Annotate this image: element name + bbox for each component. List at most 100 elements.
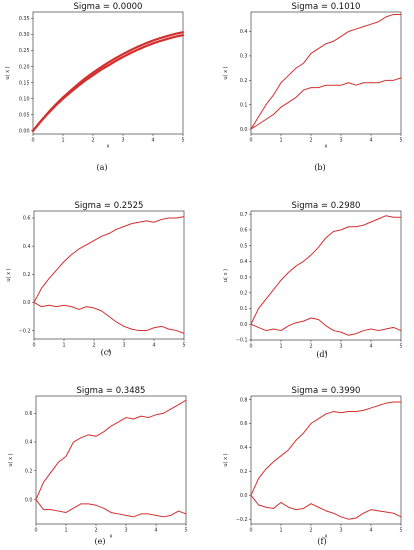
y-tick-label: 0.2	[240, 291, 248, 297]
chart-panel-d: Sigma = 0.2980 0 1 2 3 4 5 −0.1 0.0 0.1 0.2 0.3 0.4 0…	[207, 196, 414, 356]
x-tick-label: 2	[309, 528, 312, 534]
x-tick-label: 4	[151, 138, 154, 144]
y-tick-label: 0.15	[19, 80, 30, 86]
series-line-2	[35, 499, 187, 518]
y-axis-label: u( x )	[223, 66, 229, 79]
chart-title: Sigma = 0.1010	[292, 2, 361, 12]
x-tick-label: 0	[31, 138, 34, 144]
y-tick-label: 0.05	[19, 112, 30, 118]
y-tick-label: 0.4	[23, 244, 31, 250]
x-axis-label: x	[110, 534, 113, 540]
y-tick-label: 0.1	[240, 102, 248, 108]
x-tick-label: 0	[32, 343, 35, 349]
chart-a: Sigma = 0.0000 0 1 2 3 4 5 0.00 0.05 0.10 0.15 0.20…	[5, 2, 185, 150]
plot-frame	[33, 210, 185, 340]
caption-c: (c)	[100, 348, 112, 357]
series-line-1	[250, 13, 402, 130]
series-line-1	[250, 401, 402, 496]
y-tick-label: −0.2	[19, 328, 31, 334]
y-axis-label: u( x )	[223, 453, 229, 466]
y-tick-label: 0.2	[25, 468, 33, 474]
x-axis-label: x	[107, 144, 110, 150]
plot-frame	[250, 210, 402, 341]
y-tick-label: 0.5	[240, 243, 248, 249]
x-tick-label: 4	[152, 343, 155, 349]
plot-frame	[35, 395, 187, 525]
x-tick-label: 1	[279, 138, 282, 144]
y-tick-label: 0.0	[25, 497, 33, 503]
y-tick-label: 0.2	[240, 469, 248, 475]
x-tick-label: 2	[91, 138, 94, 144]
y-tick-label: 0.0	[240, 493, 248, 499]
chart-panel-e: Sigma = 0.3485 0 1 2 3 4 5 0.0 0.2 0.4 0.6 x u( x )	[0, 380, 207, 540]
plot-frame	[250, 11, 402, 135]
series-line-2	[250, 317, 402, 336]
chart-title: Sigma = 0.3485	[77, 386, 146, 396]
x-axis-label: x	[325, 350, 328, 356]
y-tick-label: 0.2	[240, 78, 248, 84]
caption-b: (b)	[314, 163, 326, 172]
x-tick-label: 1	[279, 344, 282, 350]
x-axis-label: x	[325, 534, 328, 540]
chart-title: Sigma = 0.0000	[74, 2, 143, 12]
chart-e: Sigma = 0.3485 0 1 2 3 4 5 0.0 0.2 0.4 0.6 x u( x )	[8, 386, 188, 540]
chart-panel-f: Sigma = 0.3990 0 1 2 3 4 5 −0.2 0.0 0.2 0.4 0.6 0.8 x…	[207, 380, 414, 540]
y-axis-label: u( x )	[5, 66, 11, 79]
x-tick-label: 5	[181, 138, 184, 144]
chart-title: Sigma = 0.3990	[292, 386, 361, 396]
chart-b: Sigma = 0.1010 0 1 2 3 4 5 0.0 0.1 0.2 0.3 0.4 x u( x…	[223, 2, 403, 150]
caption-f: (f)	[317, 537, 327, 546]
x-tick-label: 5	[399, 138, 402, 144]
y-tick-label: −0.2	[236, 517, 248, 523]
y-tick-label: 0.6	[25, 411, 33, 417]
chart-f: Sigma = 0.3990 0 1 2 3 4 5 −0.2 0.0 0.2 0.4 0.6 0.8 x…	[223, 386, 403, 540]
x-tick-label: 0	[249, 344, 252, 350]
x-tick-label: 1	[62, 343, 65, 349]
x-tick-label: 5	[184, 528, 187, 534]
chart-c: Sigma = 0.2525 0 1 2 3 4 5 −0.2 0.0 0.2 0.4 0.6 x u( …	[6, 201, 186, 355]
x-tick-label: 4	[154, 528, 157, 534]
plot-frame	[250, 395, 402, 525]
series-line-1	[33, 216, 185, 303]
x-axis-label: x	[108, 349, 111, 355]
y-axis-label: u( x )	[6, 268, 12, 281]
series-line-2	[33, 301, 185, 334]
y-tick-label: 0.4	[25, 440, 33, 446]
y-tick-label: 0.2	[23, 272, 31, 278]
x-tick-label: 2	[309, 344, 312, 350]
y-tick-label: 0.1	[240, 306, 248, 312]
x-tick-label: 3	[122, 343, 125, 349]
x-tick-label: 4	[369, 344, 372, 350]
x-tick-label: 2	[94, 528, 97, 534]
x-tick-label: 1	[64, 528, 67, 534]
x-tick-label: 3	[339, 528, 342, 534]
x-tick-label: 0	[249, 528, 252, 534]
y-tick-label: 0.8	[240, 397, 248, 403]
x-tick-label: 2	[309, 138, 312, 144]
y-tick-label: 0.7	[240, 212, 248, 218]
chart-panel-c: Sigma = 0.2525 0 1 2 3 4 5 −0.2 0.0 0.2 0.4 0.6 x u( …	[0, 196, 207, 355]
x-tick-label: 2	[92, 343, 95, 349]
y-tick-label: 0.6	[240, 421, 248, 427]
x-tick-label: 0	[34, 528, 37, 534]
caption-a: (a)	[96, 163, 108, 172]
series-line-1	[35, 399, 187, 501]
chart-d: Sigma = 0.2980 0 1 2 3 4 5 −0.1 0.0 0.1 0.2 0.3 0.4 0…	[223, 201, 403, 356]
y-tick-label: 0.3	[240, 275, 248, 281]
x-tick-label: 3	[121, 138, 124, 144]
series-line-2	[250, 77, 402, 130]
y-tick-label: 0.4	[240, 445, 248, 451]
series-line-1	[250, 215, 402, 325]
y-axis-label: u( x )	[8, 453, 14, 466]
x-tick-label: 1	[279, 528, 282, 534]
y-tick-label: 0.0	[240, 322, 248, 328]
x-tick-label: 5	[399, 344, 402, 350]
chart-panel-a: Sigma = 0.0000 0 1 2 3 4 5 0.00 0.05 0.10 0.15 0.20…	[0, 0, 207, 150]
y-tick-label: 0.6	[23, 216, 31, 222]
y-tick-label: 0.0	[23, 300, 31, 306]
x-tick-label: 3	[124, 528, 127, 534]
y-tick-label: 0.6	[240, 228, 248, 234]
y-tick-label: 0.00	[19, 128, 30, 134]
y-tick-label: 0.25	[19, 48, 30, 54]
chart-title: Sigma = 0.2980	[292, 201, 361, 211]
